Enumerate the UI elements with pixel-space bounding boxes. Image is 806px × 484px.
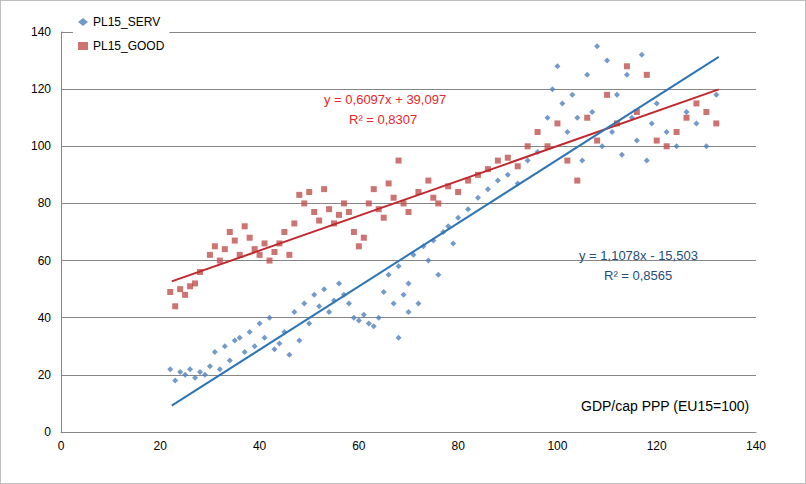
svg-text:0: 0: [44, 425, 51, 439]
svg-text:PL15_SERV: PL15_SERV: [93, 15, 160, 29]
svg-text:20: 20: [154, 439, 168, 453]
svg-text:PL15_GOOD: PL15_GOOD: [93, 39, 165, 53]
svg-text:y = 1,1078x - 15,503: y = 1,1078x - 15,503: [579, 248, 698, 263]
svg-text:R² = 0,8307: R² = 0,8307: [349, 112, 417, 127]
svg-text:40: 40: [38, 311, 52, 325]
svg-text:60: 60: [38, 254, 52, 268]
svg-text:100: 100: [547, 439, 567, 453]
svg-text:GDP/cap PPP (EU15=100): GDP/cap PPP (EU15=100): [581, 398, 749, 414]
svg-text:0: 0: [58, 439, 65, 453]
svg-text:40: 40: [253, 439, 267, 453]
svg-text:20: 20: [38, 368, 52, 382]
svg-text:60: 60: [352, 439, 366, 453]
svg-text:120: 120: [647, 439, 667, 453]
svg-text:y = 0,6097x + 39,097: y = 0,6097x + 39,097: [324, 92, 446, 107]
svg-text:80: 80: [451, 439, 465, 453]
svg-text:80: 80: [38, 196, 52, 210]
svg-text:100: 100: [31, 139, 51, 153]
svg-text:140: 140: [31, 25, 51, 39]
svg-text:R² = 0,8565: R² = 0,8565: [604, 268, 672, 283]
svg-text:120: 120: [31, 82, 51, 96]
svg-text:140: 140: [746, 439, 766, 453]
